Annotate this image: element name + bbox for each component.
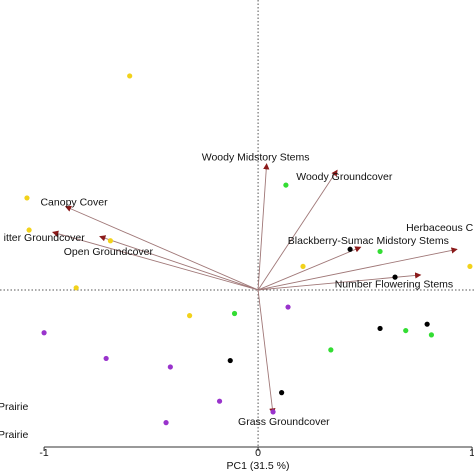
point <box>428 332 435 338</box>
point <box>187 313 193 319</box>
point <box>167 364 173 370</box>
point <box>300 263 306 270</box>
point <box>107 238 114 244</box>
loading-arrow <box>257 163 270 290</box>
point <box>403 327 409 334</box>
loading-label: Woody Midstory Stems <box>202 151 310 163</box>
point <box>377 248 383 255</box>
loading-label: Open Groundcover <box>64 246 154 258</box>
x-tick-label: -1 <box>39 447 48 459</box>
point <box>163 420 169 426</box>
x-axis-label: PC1 (31.5 %) <box>226 460 289 472</box>
point <box>103 355 109 362</box>
point <box>270 409 276 415</box>
loading-arrow <box>257 169 338 291</box>
loading-label: Canopy Cover <box>40 196 108 208</box>
loading-arrow <box>257 247 458 291</box>
point <box>328 347 334 353</box>
loading-label: Woody Groundcover <box>296 171 393 183</box>
x-tick-label: 1 <box>469 447 474 459</box>
loading-arrow <box>99 235 259 291</box>
point <box>41 330 47 336</box>
point <box>467 263 473 270</box>
point <box>285 304 291 310</box>
legend-label: Prairie <box>0 401 29 413</box>
x-tick-label: 0 <box>255 447 261 459</box>
point <box>216 398 223 404</box>
loading-label: Grass Groundcover <box>238 416 330 428</box>
point <box>377 325 383 332</box>
loading-arrow <box>257 289 276 415</box>
point <box>424 321 430 327</box>
loading-label: Blackberry-Sumac Midstory Stems <box>288 235 449 247</box>
point <box>279 390 285 396</box>
legend-label: Prairie <box>0 429 29 441</box>
point <box>73 285 79 291</box>
loading-label: Number Flowering Stems <box>335 279 453 291</box>
loading-arrow <box>52 230 259 291</box>
point <box>127 73 133 79</box>
point <box>24 195 30 201</box>
loading-arrow <box>257 246 362 291</box>
point <box>283 182 289 188</box>
loading-label: itter Groundcover <box>4 232 86 244</box>
loading-label: Herbaceous C <box>406 222 474 234</box>
loading-arrow <box>64 205 259 291</box>
point <box>26 227 32 233</box>
point <box>392 274 398 280</box>
point <box>347 246 353 252</box>
point <box>227 357 233 364</box>
point <box>231 310 238 317</box>
